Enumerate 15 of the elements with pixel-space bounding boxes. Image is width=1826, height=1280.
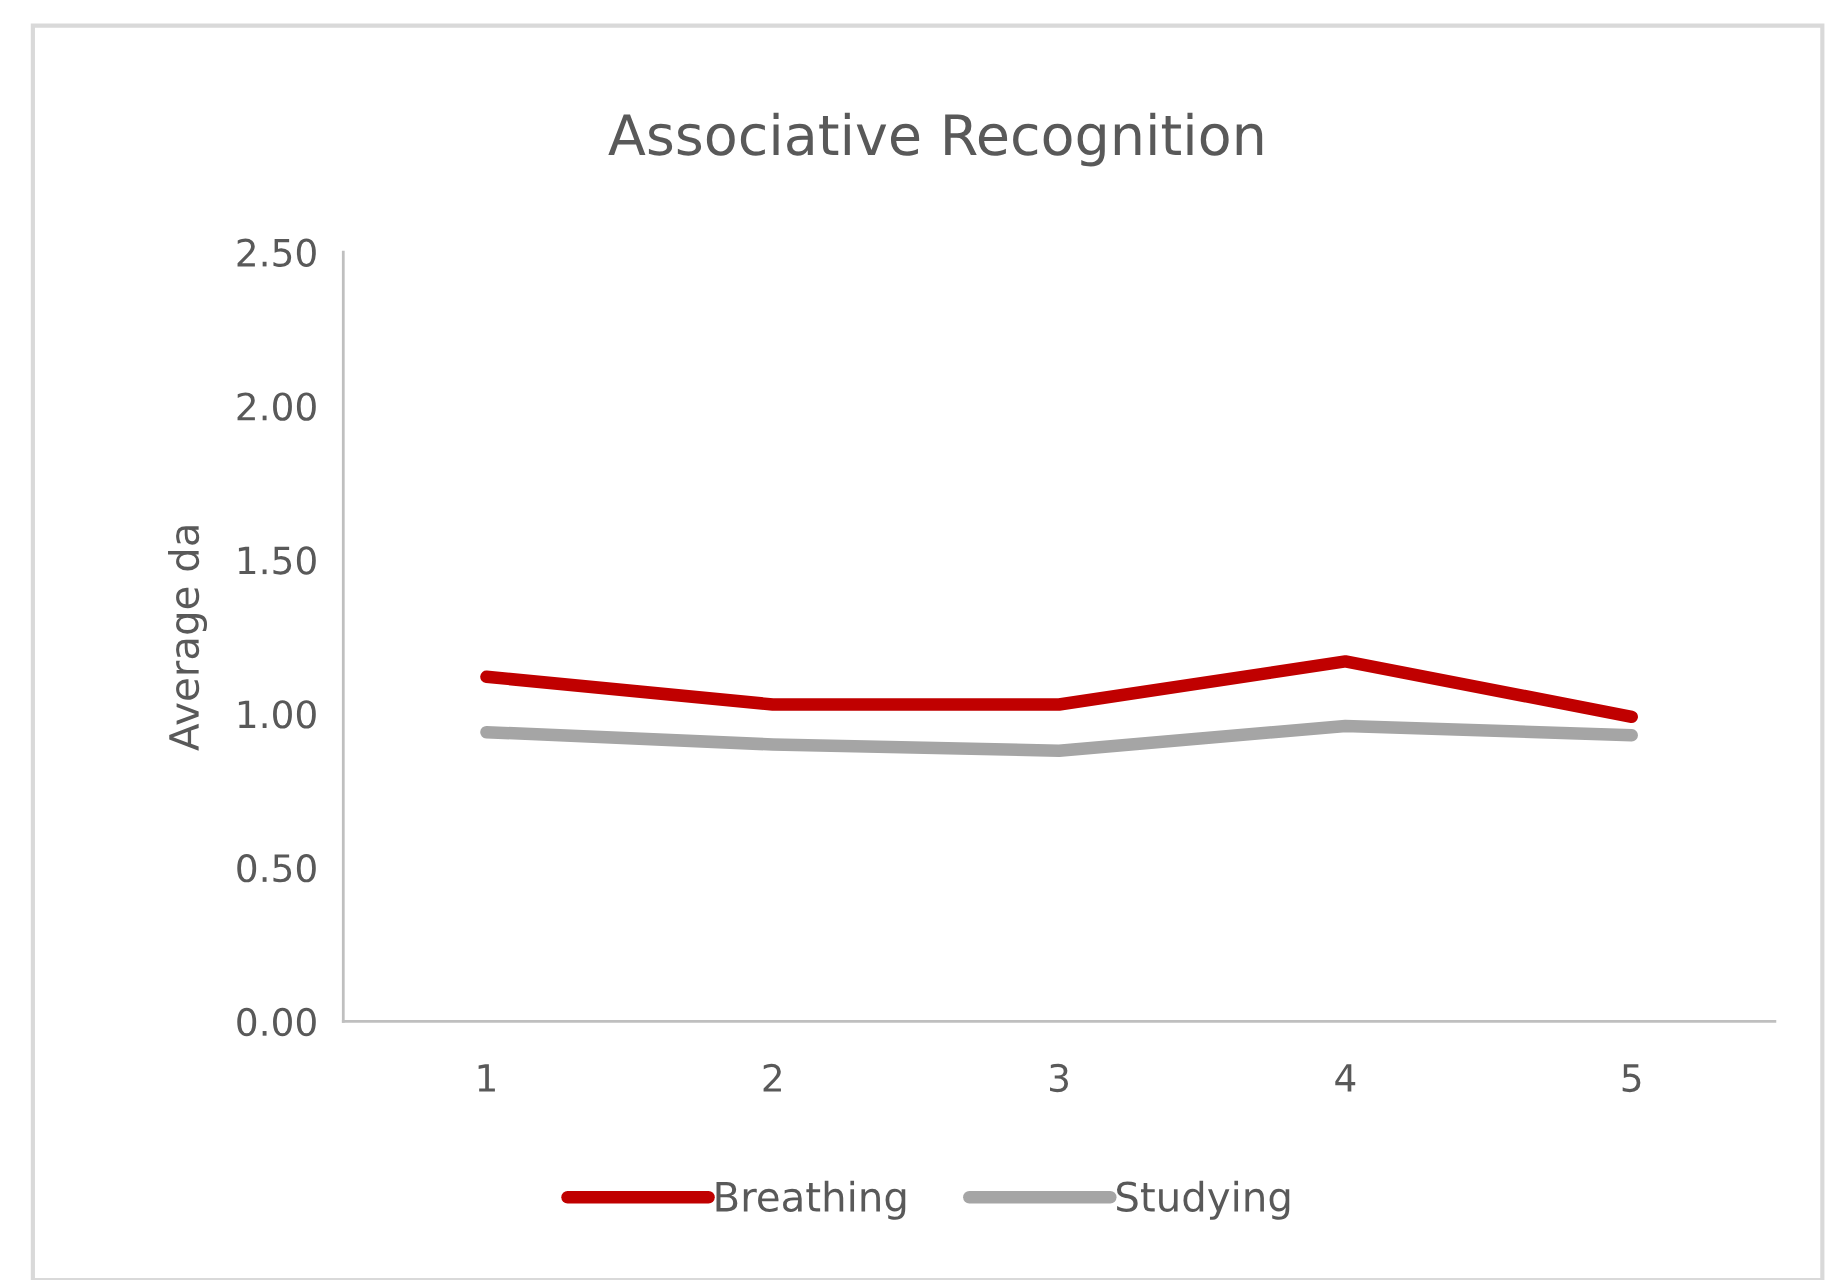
y-axis-title: Average da [168,526,208,751]
y-tick-label: 1.50 [238,546,316,575]
x-tick-label: 3 [1050,1063,1068,1093]
x-tick-label: 2 [763,1063,781,1092]
y-tick-label: 2.00 [237,392,316,421]
legend-label: Breathing [716,1180,906,1220]
x-tick-label: 5 [1622,1064,1641,1093]
y-tick-label: 2.50 [237,238,316,267]
x-tick-label: 1 [478,1064,495,1092]
chart-title: Associative Recognition [608,112,1263,167]
y-tick-label: 1.00 [238,700,316,729]
y-tick-label: 0.50 [237,854,316,883]
y-tick-label: 0.00 [237,1007,316,1037]
x-tick-label: 4 [1335,1064,1356,1092]
legend-label: Studying [1116,1180,1290,1220]
